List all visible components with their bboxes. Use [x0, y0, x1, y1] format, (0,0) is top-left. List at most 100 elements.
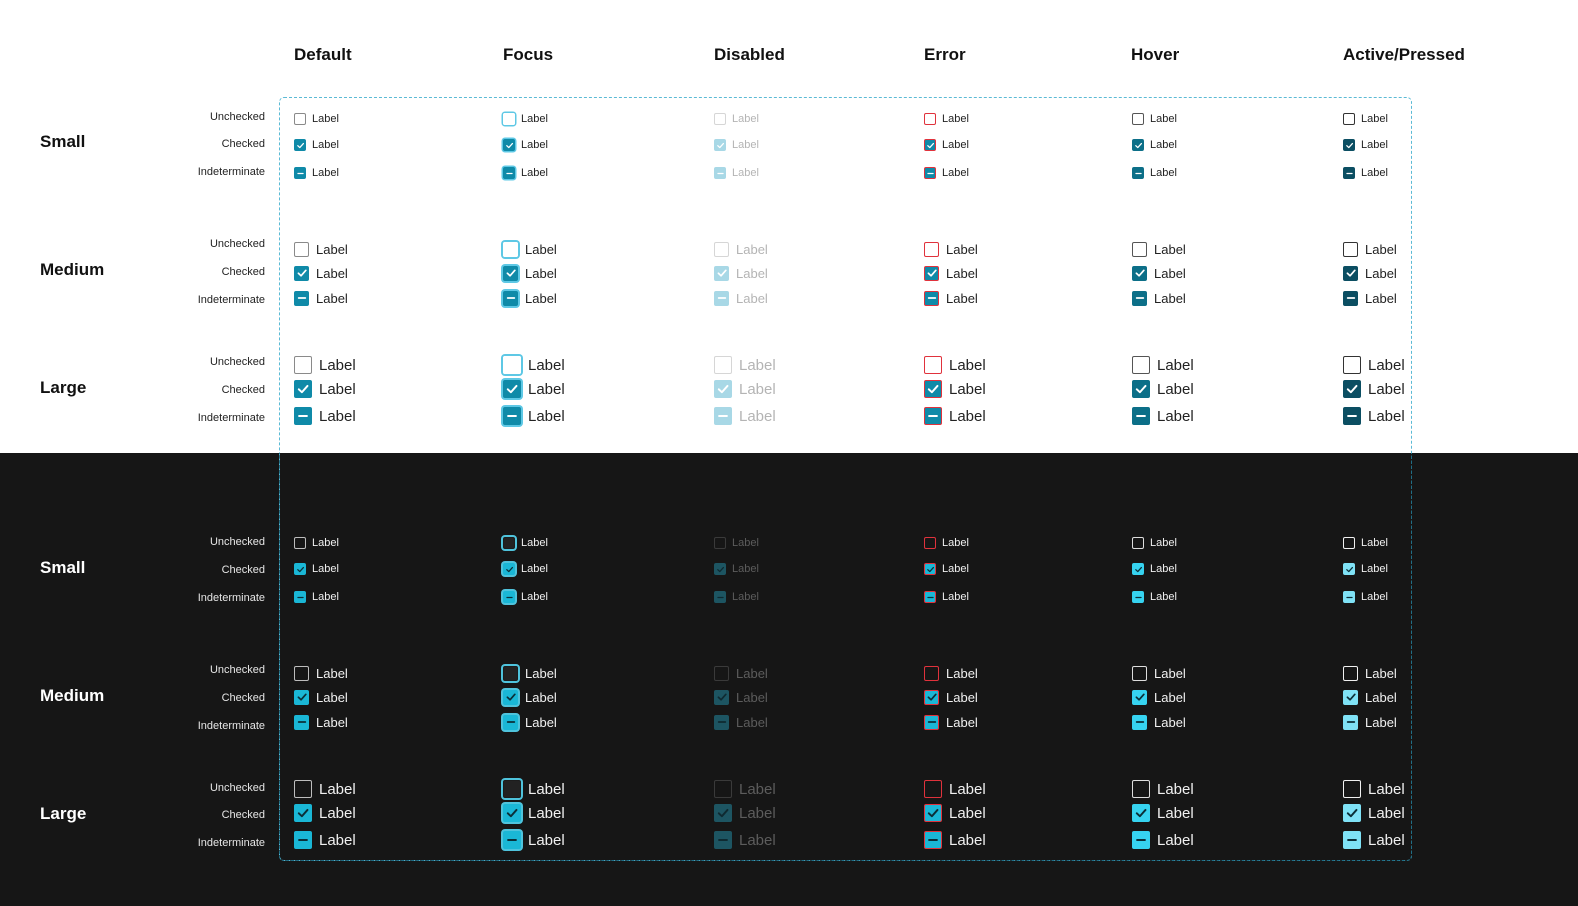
light-large-unchecked-error-checkbox[interactable]: Label — [924, 356, 986, 374]
dark-small-unchecked-default-checkbox[interactable]: Label — [294, 537, 339, 549]
dark-small-unchecked-hover-checkbox[interactable]: Label — [1132, 537, 1177, 549]
light-small-checked-active-pressed-checkbox[interactable]: Label — [1343, 139, 1388, 151]
dark-small-indeterminate-default-checkbox[interactable]: Label — [294, 591, 339, 603]
checkbox-label: Label — [525, 689, 557, 705]
light-large-unchecked-active-pressed-checkbox[interactable]: Label — [1343, 356, 1405, 374]
light-small-unchecked-default-checkbox[interactable]: Label — [294, 113, 339, 125]
light-large-indeterminate-focus-checkbox[interactable]: Label — [503, 407, 565, 425]
light-medium-unchecked-hover-checkbox[interactable]: Label — [1132, 241, 1186, 257]
light-state-label-unchecked: Unchecked — [209, 111, 265, 123]
check-icon — [1345, 382, 1359, 396]
dark-large-checked-error-checkbox[interactable]: Label — [924, 804, 986, 822]
light-medium-checked-hover-checkbox[interactable]: Label — [1132, 265, 1186, 281]
dark-small-unchecked-active-pressed-checkbox[interactable]: Label — [1343, 537, 1388, 549]
dark-medium-unchecked-error-checkbox[interactable]: Label — [924, 665, 978, 681]
light-medium-unchecked-active-pressed-checkbox[interactable]: Label — [1343, 241, 1397, 257]
dark-small-checked-error-checkbox[interactable]: Label — [924, 563, 969, 575]
light-large-indeterminate-default-checkbox[interactable]: Label — [294, 407, 356, 425]
light-medium-indeterminate-error-checkbox[interactable]: Label — [924, 290, 978, 306]
dark-medium-unchecked-hover-checkbox[interactable]: Label — [1132, 665, 1186, 681]
dark-large-indeterminate-default-checkbox[interactable]: Label — [294, 831, 356, 849]
light-large-unchecked-focus-checkbox[interactable]: Label — [503, 356, 565, 374]
dark-large-checked-focus-checkbox[interactable]: Label — [503, 804, 565, 822]
dark-medium-indeterminate-focus-checkbox[interactable]: Label — [503, 714, 557, 730]
dark-medium-unchecked-focus-checkbox[interactable]: Label — [503, 665, 557, 681]
dark-small-unchecked-focus-checkbox[interactable]: Label — [503, 537, 548, 549]
light-large-checked-hover-checkbox[interactable]: Label — [1132, 380, 1194, 398]
light-medium-unchecked-error-checkbox[interactable]: Label — [924, 241, 978, 257]
dark-large-unchecked-hover-checkbox[interactable]: Label — [1132, 780, 1194, 798]
dark-large-checked-hover-checkbox[interactable]: Label — [1132, 804, 1194, 822]
dark-small-checked-default-checkbox[interactable]: Label — [294, 563, 339, 575]
light-small-indeterminate-default-checkbox[interactable]: Label — [294, 167, 339, 179]
light-large-indeterminate-active-pressed-checkbox[interactable]: Label — [1343, 407, 1405, 425]
dark-small-indeterminate-focus-checkbox[interactable]: Label — [503, 591, 548, 603]
dark-medium-indeterminate-active-pressed-checkbox[interactable]: Label — [1343, 714, 1397, 730]
dark-medium-checked-active-pressed-checkbox[interactable]: Label — [1343, 689, 1397, 705]
dark-large-indeterminate-focus-checkbox[interactable]: Label — [503, 831, 565, 849]
light-medium-checked-error-checkbox[interactable]: Label — [924, 265, 978, 281]
dark-medium-indeterminate-hover-checkbox[interactable]: Label — [1132, 714, 1186, 730]
dark-large-indeterminate-active-pressed-checkbox[interactable]: Label — [1343, 831, 1405, 849]
dark-medium-checked-hover-checkbox[interactable]: Label — [1132, 689, 1186, 705]
dash-icon — [1134, 833, 1148, 847]
checkbox-label: Label — [319, 831, 356, 849]
dark-medium-checked-focus-checkbox[interactable]: Label — [503, 689, 557, 705]
light-large-unchecked-default-checkbox[interactable]: Label — [294, 356, 356, 374]
light-large-indeterminate-hover-checkbox[interactable]: Label — [1132, 407, 1194, 425]
dark-small-checked-focus-checkbox[interactable]: Label — [503, 563, 548, 575]
checkbox-box — [924, 591, 936, 603]
dark-large-unchecked-active-pressed-checkbox[interactable]: Label — [1343, 780, 1405, 798]
light-small-indeterminate-focus-checkbox[interactable]: Label — [503, 167, 548, 179]
light-small-checked-default-checkbox[interactable]: Label — [294, 139, 339, 151]
light-small-checked-error-checkbox[interactable]: Label — [924, 139, 969, 151]
dark-large-indeterminate-error-checkbox[interactable]: Label — [924, 831, 986, 849]
light-medium-checked-focus-checkbox[interactable]: Label — [503, 265, 557, 281]
dark-small-unchecked-error-checkbox[interactable]: Label — [924, 537, 969, 549]
dark-small-indeterminate-error-checkbox[interactable]: Label — [924, 591, 969, 603]
dark-large-indeterminate-hover-checkbox[interactable]: Label — [1132, 831, 1194, 849]
light-small-indeterminate-hover-checkbox[interactable]: Label — [1132, 167, 1177, 179]
dark-large-unchecked-default-checkbox[interactable]: Label — [294, 780, 356, 798]
light-small-indeterminate-error-checkbox[interactable]: Label — [924, 167, 969, 179]
dark-medium-indeterminate-default-checkbox[interactable]: Label — [294, 714, 348, 730]
dark-small-checked-active-pressed-checkbox[interactable]: Label — [1343, 563, 1388, 575]
dark-large-checked-active-pressed-checkbox[interactable]: Label — [1343, 804, 1405, 822]
light-medium-indeterminate-focus-checkbox[interactable]: Label — [503, 290, 557, 306]
light-small-unchecked-focus-checkbox[interactable]: Label — [503, 113, 548, 125]
dark-large-unchecked-focus-checkbox[interactable]: Label — [503, 780, 565, 798]
light-large-checked-active-pressed-checkbox[interactable]: Label — [1343, 380, 1405, 398]
dark-medium-unchecked-active-pressed-checkbox[interactable]: Label — [1343, 665, 1397, 681]
light-medium-unchecked-default-checkbox[interactable]: Label — [294, 241, 348, 257]
light-medium-unchecked-focus-checkbox[interactable]: Label — [503, 241, 557, 257]
light-small-checked-hover-checkbox[interactable]: Label — [1132, 139, 1177, 151]
dark-small-indeterminate-active-pressed-checkbox[interactable]: Label — [1343, 591, 1388, 603]
light-small-checked-focus-checkbox[interactable]: Label — [503, 139, 548, 151]
light-medium-checked-active-pressed-checkbox[interactable]: Label — [1343, 265, 1397, 281]
dark-small-checked-hover-checkbox[interactable]: Label — [1132, 563, 1177, 575]
checkbox-label: Label — [319, 407, 356, 425]
checkbox-label: Label — [732, 537, 759, 549]
dark-medium-indeterminate-error-checkbox[interactable]: Label — [924, 714, 978, 730]
checkbox-label: Label — [1150, 537, 1177, 549]
dark-medium-unchecked-default-checkbox[interactable]: Label — [294, 665, 348, 681]
light-large-indeterminate-error-checkbox[interactable]: Label — [924, 407, 986, 425]
light-medium-indeterminate-default-checkbox[interactable]: Label — [294, 290, 348, 306]
light-medium-indeterminate-hover-checkbox[interactable]: Label — [1132, 290, 1186, 306]
light-large-unchecked-hover-checkbox[interactable]: Label — [1132, 356, 1194, 374]
light-small-unchecked-active-pressed-checkbox[interactable]: Label — [1343, 113, 1388, 125]
dark-small-indeterminate-hover-checkbox[interactable]: Label — [1132, 591, 1177, 603]
light-small-indeterminate-active-pressed-checkbox[interactable]: Label — [1343, 167, 1388, 179]
light-large-checked-error-checkbox[interactable]: Label — [924, 380, 986, 398]
light-small-unchecked-error-checkbox[interactable]: Label — [924, 113, 969, 125]
light-large-checked-default-checkbox[interactable]: Label — [294, 380, 356, 398]
checkbox-label: Label — [521, 563, 548, 575]
light-medium-checked-default-checkbox[interactable]: Label — [294, 265, 348, 281]
dark-large-checked-default-checkbox[interactable]: Label — [294, 804, 356, 822]
dark-large-unchecked-error-checkbox[interactable]: Label — [924, 780, 986, 798]
dark-medium-checked-error-checkbox[interactable]: Label — [924, 689, 978, 705]
light-medium-indeterminate-active-pressed-checkbox[interactable]: Label — [1343, 290, 1397, 306]
dark-medium-checked-default-checkbox[interactable]: Label — [294, 689, 348, 705]
light-small-unchecked-hover-checkbox[interactable]: Label — [1132, 113, 1177, 125]
light-large-checked-focus-checkbox[interactable]: Label — [503, 380, 565, 398]
